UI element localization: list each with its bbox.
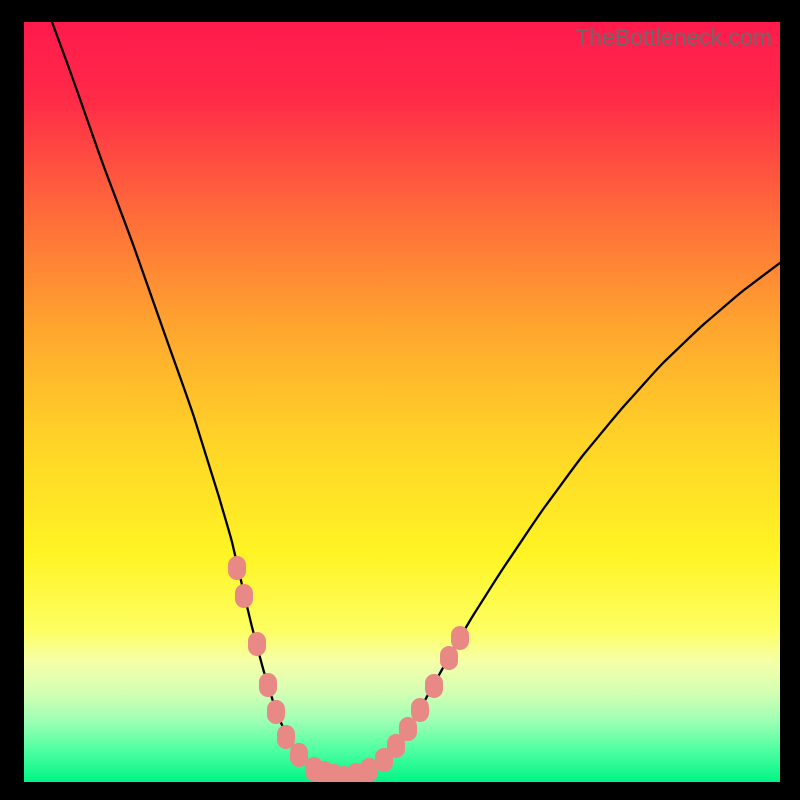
data-marker bbox=[451, 626, 469, 650]
plot-area: TheBottleneck.com bbox=[24, 22, 780, 782]
data-marker bbox=[425, 674, 443, 698]
data-marker bbox=[259, 673, 277, 697]
data-marker bbox=[267, 700, 285, 724]
bottleneck-curve bbox=[24, 22, 780, 782]
data-marker bbox=[228, 556, 246, 580]
watermark-text: TheBottleneck.com bbox=[575, 24, 772, 51]
data-marker bbox=[411, 698, 429, 722]
data-marker bbox=[440, 646, 458, 670]
data-marker bbox=[248, 632, 266, 656]
data-marker bbox=[235, 584, 253, 608]
chart-frame: TheBottleneck.com bbox=[0, 0, 800, 800]
